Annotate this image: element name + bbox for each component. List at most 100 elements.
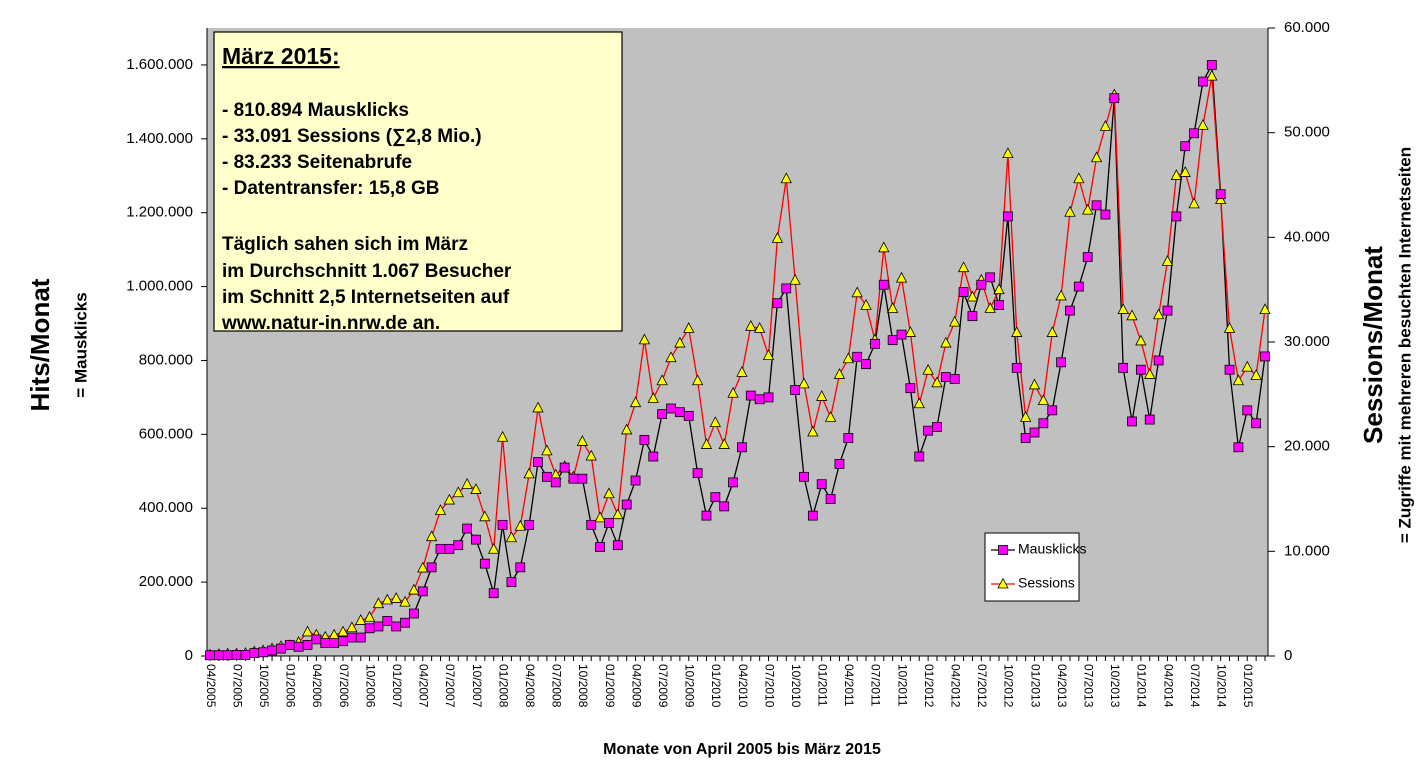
marker-triangle [470, 483, 482, 494]
marker-square [400, 617, 410, 628]
annotation-line: - 83.233 Seitenabrufe [222, 152, 412, 173]
marker-square [329, 638, 340, 648]
marker-square [1251, 418, 1262, 429]
marker-square [816, 479, 827, 490]
marker-triangle [754, 322, 766, 333]
marker-triangle [629, 396, 642, 408]
marker-triangle [638, 333, 651, 345]
marker-triangle [1019, 411, 1032, 422]
marker-triangle [541, 444, 553, 456]
x-tick-label: 04/2011 [842, 664, 856, 707]
x-tick-label: 07/2012 [975, 664, 989, 708]
marker-square [373, 621, 384, 632]
marker-square [338, 636, 348, 647]
marker-square [967, 311, 978, 322]
marker-square [923, 425, 934, 436]
marker-triangle [1073, 172, 1085, 184]
marker-triangle [700, 438, 713, 449]
marker-square [577, 473, 588, 484]
x-tick-label: 01/2007 [390, 664, 404, 708]
x-tick-label: 07/2014 [1188, 664, 1202, 708]
marker-triangle [1028, 378, 1041, 390]
marker-square [524, 519, 535, 530]
annotation-line: im Durchschnitt 1.067 Besucher [222, 261, 512, 282]
marker-square [1073, 281, 1084, 292]
x-axis-label: Monate von April 2005 bis März 2015 [603, 741, 881, 758]
marker-square [940, 372, 951, 382]
marker-triangle [372, 597, 385, 609]
annotation-line: - 810.894 Mausklicks [222, 100, 409, 121]
legend-marker [997, 577, 1009, 589]
marker-triangle [1099, 120, 1112, 131]
marker-triangle [1170, 169, 1183, 180]
marker-triangle [1188, 197, 1200, 209]
x-tick-label: 01/2008 [496, 664, 510, 708]
y-tick-label: 1.000.000 [126, 278, 193, 295]
annotation-line: - Datentransfer: 15,8 GB [222, 178, 440, 199]
y-axis-sublabel: = Mausklicks [71, 292, 90, 397]
marker-square [382, 616, 393, 626]
marker-square [533, 457, 543, 467]
marker-triangle [1232, 374, 1245, 386]
x-tick-label: 10/2010 [789, 664, 803, 708]
annotation-line: - 33.091 Sessions (∑2,8 Mio.) [222, 126, 482, 147]
marker-square [1056, 357, 1066, 368]
marker-square [1082, 252, 1093, 262]
x-tick-label: 07/2005 [230, 664, 244, 708]
y2-tick-label: 10.000 [1284, 542, 1330, 559]
marker-square [479, 558, 490, 569]
marker-triangle [417, 561, 429, 573]
marker-triangle [966, 290, 979, 302]
marker-triangle [434, 504, 447, 515]
marker-square [320, 638, 331, 648]
marker-square [1189, 128, 1199, 139]
x-tick-label: 01/2011 [816, 664, 830, 707]
x-tick-label: 04/2008 [523, 664, 537, 708]
y2-tick-label: 60.000 [1284, 19, 1330, 36]
marker-square [1029, 427, 1040, 438]
marker-triangle [1152, 308, 1165, 320]
marker-triangle [1259, 303, 1271, 315]
marker-triangle [940, 336, 952, 348]
marker-triangle [594, 511, 606, 523]
marker-square [728, 477, 738, 488]
marker-square [453, 540, 464, 551]
x-tick-label: 07/2006 [337, 664, 351, 708]
marker-square [657, 409, 668, 419]
x-tick-label: 10/2008 [576, 664, 590, 708]
x-tick-label: 04/2014 [1161, 664, 1175, 708]
marker-triangle [771, 232, 784, 243]
marker-triangle [1241, 360, 1253, 372]
x-tick-label: 10/2005 [257, 664, 271, 708]
marker-triangle [674, 336, 686, 348]
marker-triangle [576, 435, 589, 446]
marker-triangle [1055, 289, 1067, 301]
marker-triangle [842, 352, 854, 364]
marker-triangle [1179, 166, 1191, 177]
marker-square [976, 279, 987, 290]
x-tick-label: 01/2006 [284, 664, 298, 708]
x-tick-label: 04/2010 [736, 664, 750, 708]
marker-square [417, 586, 428, 597]
marker-square [1242, 405, 1253, 416]
legend-label: Sessions [1018, 575, 1075, 591]
marker-square [1127, 416, 1137, 427]
marker-triangle [496, 430, 509, 442]
y2-tick-label: 30.000 [1284, 333, 1330, 350]
marker-triangle [807, 425, 819, 437]
marker-triangle [1090, 151, 1103, 163]
marker-triangle [425, 530, 438, 542]
y-axis-label: Hits/Monat [25, 278, 55, 411]
marker-square [1144, 414, 1155, 425]
marker-square [834, 459, 845, 469]
marker-square [462, 523, 473, 534]
legend-label: Mausklicks [1018, 541, 1086, 557]
annotation-box [213, 31, 623, 332]
marker-triangle [913, 397, 925, 409]
marker-square [1038, 418, 1049, 429]
y-tick-label: 0 [185, 647, 193, 664]
marker-triangle [585, 449, 597, 461]
marker-triangle [1046, 326, 1058, 337]
marker-square [1162, 305, 1173, 316]
